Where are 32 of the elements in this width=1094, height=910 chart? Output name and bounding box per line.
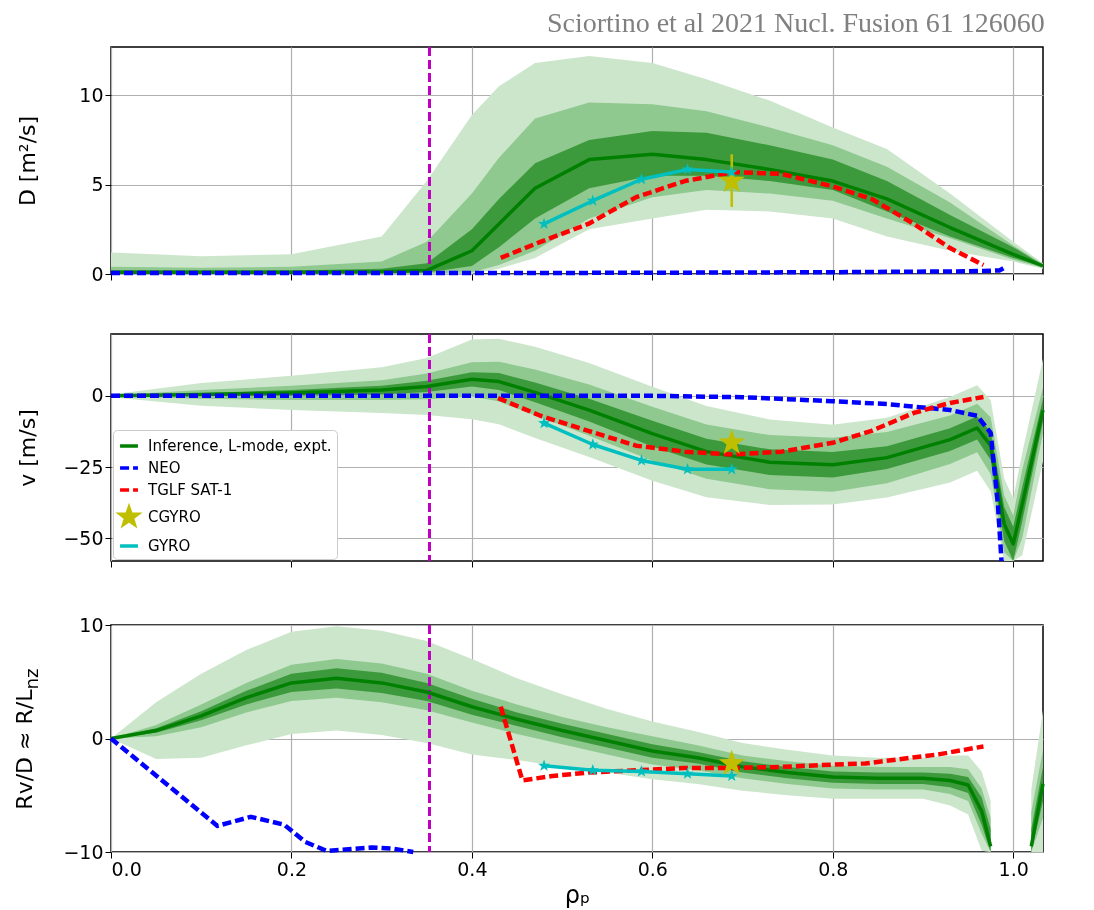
point: [718, 429, 745, 454]
legend-label: TGLF SAT-1: [147, 481, 233, 499]
y-tick-label: 0: [91, 727, 104, 749]
y-tick-label: −50: [63, 526, 104, 549]
legend-label: CGYRO: [148, 508, 201, 526]
line-series: [495, 394, 986, 457]
x-tick-label: 0.0: [111, 857, 142, 880]
y-axis-title: v [m/s]: [14, 408, 40, 487]
line-series: [498, 704, 986, 783]
y-tick-label: 5: [91, 173, 104, 196]
point: [538, 416, 551, 429]
y-tick-label: 0: [91, 262, 104, 285]
y-axis-title: D [m²/s]: [14, 115, 40, 206]
y-tick-label: 10: [79, 613, 104, 636]
x-tick-label: 0.8: [818, 857, 849, 880]
x-tick-label: 0.4: [457, 857, 488, 880]
x-tick-label: 0.6: [637, 857, 668, 880]
legend-label: NEO: [148, 459, 181, 477]
x-tick-label: 1.0: [998, 857, 1029, 880]
text: Sciortino et al 2021 Nucl. Fusion 61 126060: [546, 6, 1045, 38]
legend-label: Inference, L-mode, expt.: [148, 437, 332, 455]
x-tick-label: 0.2: [276, 857, 308, 880]
y-tick-label: 0: [91, 384, 104, 407]
point: [725, 462, 738, 475]
line-series: [108, 393, 1004, 564]
y-tick-label: −10: [63, 840, 104, 863]
point: [681, 163, 694, 175]
line-series: [108, 736, 416, 855]
y-tick-label: 10: [79, 83, 104, 106]
y-tick-label: −25: [63, 455, 104, 478]
x-axis-title: ρₚ: [564, 880, 591, 909]
legend-label: GYRO: [148, 537, 191, 555]
